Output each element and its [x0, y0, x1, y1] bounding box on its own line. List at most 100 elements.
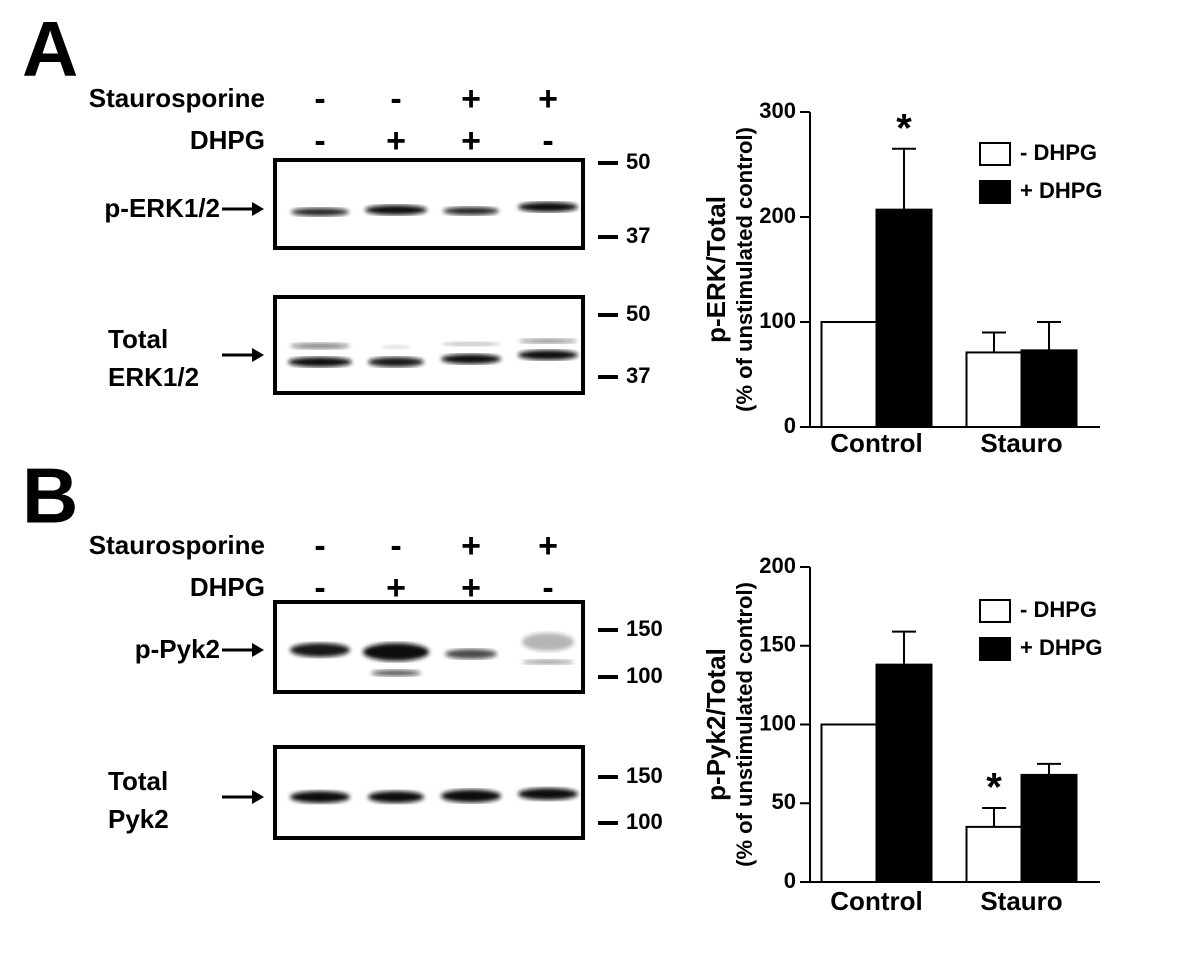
treatment-sign: -	[542, 569, 553, 607]
error-bar	[892, 147, 916, 210]
significance-mark: *	[986, 766, 1002, 810]
legend-label: - DHPG	[1020, 597, 1097, 622]
blot-panels: A Staurosporine - - + + DHPG - + + - 50 37 p-ERK1/2 50…	[22, 5, 663, 840]
marker-label: 100	[626, 663, 663, 688]
blot-label: Total	[108, 324, 168, 354]
y-tick-label: 300	[759, 98, 796, 123]
bar	[965, 351, 1023, 429]
blot-band	[518, 788, 578, 800]
marker-label: 150	[626, 616, 663, 641]
treatment-sign: -	[314, 527, 325, 565]
treatment-sign: +	[461, 527, 481, 565]
bar	[1020, 349, 1078, 429]
treatment-sign: -	[390, 80, 401, 118]
y-tick-label: 150	[759, 632, 796, 657]
blot-band	[363, 643, 429, 661]
blot-band	[518, 350, 578, 360]
legend-swatch	[979, 637, 1011, 661]
blot-band	[441, 354, 501, 364]
legend-swatch	[979, 180, 1011, 204]
blot-band	[442, 342, 500, 346]
blot-band	[368, 357, 424, 367]
legend-swatch	[979, 599, 1011, 623]
y-tick-label: 100	[759, 710, 796, 735]
blot-band	[522, 633, 574, 651]
arrow-head	[252, 790, 264, 804]
arrow-head	[252, 643, 264, 657]
marker-label: 100	[626, 809, 663, 834]
treatment-label: Staurosporine	[89, 530, 265, 560]
blot-label: Pyk2	[108, 804, 169, 834]
blot-band	[445, 649, 497, 659]
treatment-sign: +	[386, 569, 406, 607]
arrow-head	[252, 202, 264, 216]
y-axis-label: (% of unstimulated control)	[732, 582, 757, 867]
treatment-sign: +	[538, 80, 558, 118]
bar	[1020, 773, 1078, 884]
blot-band	[290, 791, 350, 803]
treatment-sign: -	[314, 569, 325, 607]
y-axis-label: (% of unstimulated control)	[732, 127, 757, 412]
marker-label: 37	[626, 363, 650, 388]
treatment-sign: +	[461, 122, 481, 160]
blot-band	[365, 205, 427, 215]
legend-swatch	[979, 142, 1011, 166]
treatment-sign: -	[390, 527, 401, 565]
bar	[875, 663, 933, 884]
blot-band	[371, 670, 421, 676]
error-bar	[892, 630, 916, 665]
marker-label: 50	[626, 301, 650, 326]
blot-band	[291, 208, 349, 216]
error-bar	[1037, 762, 1061, 775]
treatment-label: Staurosporine	[89, 83, 265, 113]
marker-label: 150	[626, 763, 663, 788]
bar	[875, 208, 933, 428]
treatment-label: DHPG	[190, 572, 265, 602]
treatment-sign: -	[542, 122, 553, 160]
bar	[820, 321, 878, 428]
panel-label: A	[22, 5, 78, 93]
y-axis-label: p-ERK/Total	[701, 196, 731, 343]
blot-band	[290, 343, 350, 349]
treatment-sign: +	[538, 527, 558, 565]
y-tick-label: 50	[772, 789, 796, 814]
blot-label: ERK1/2	[108, 362, 199, 392]
treatment-sign: +	[386, 122, 406, 160]
y-tick-label: 200	[759, 553, 796, 578]
y-tick-label: 100	[759, 308, 796, 333]
blot-band	[443, 207, 499, 215]
x-tick-label: Stauro	[980, 886, 1062, 916]
blot-band	[288, 357, 352, 367]
y-tick-label: 0	[784, 413, 796, 438]
y-tick-label: 200	[759, 203, 796, 228]
x-tick-label: Stauro	[980, 428, 1062, 458]
treatment-sign: -	[314, 122, 325, 160]
blot-band	[441, 789, 501, 803]
arrow-head	[252, 348, 264, 362]
y-axis-label: p-Pyk2/Total	[701, 648, 731, 801]
treatment-sign: -	[314, 80, 325, 118]
marker-label: 50	[626, 149, 650, 174]
x-tick-label: Control	[830, 428, 922, 458]
blot-band	[381, 345, 411, 349]
error-bar	[982, 331, 1006, 353]
y-tick-label: 0	[784, 868, 796, 893]
blot-band	[519, 338, 577, 344]
significance-mark: *	[896, 106, 912, 150]
blot-label: p-ERK1/2	[104, 193, 220, 223]
legend-label: + DHPG	[1020, 635, 1103, 660]
treatment-sign: +	[461, 569, 481, 607]
treatment-sign: +	[461, 80, 481, 118]
legend-label: + DHPG	[1020, 178, 1103, 203]
blot-label: Total	[108, 766, 168, 796]
treatment-label: DHPG	[190, 125, 265, 155]
blot-band	[522, 659, 574, 665]
bar	[820, 723, 878, 883]
blot-band	[518, 202, 578, 212]
marker-label: 37	[626, 223, 650, 248]
legend-label: - DHPG	[1020, 140, 1097, 165]
error-bar	[1037, 321, 1061, 351]
blot-label: p-Pyk2	[135, 634, 220, 664]
